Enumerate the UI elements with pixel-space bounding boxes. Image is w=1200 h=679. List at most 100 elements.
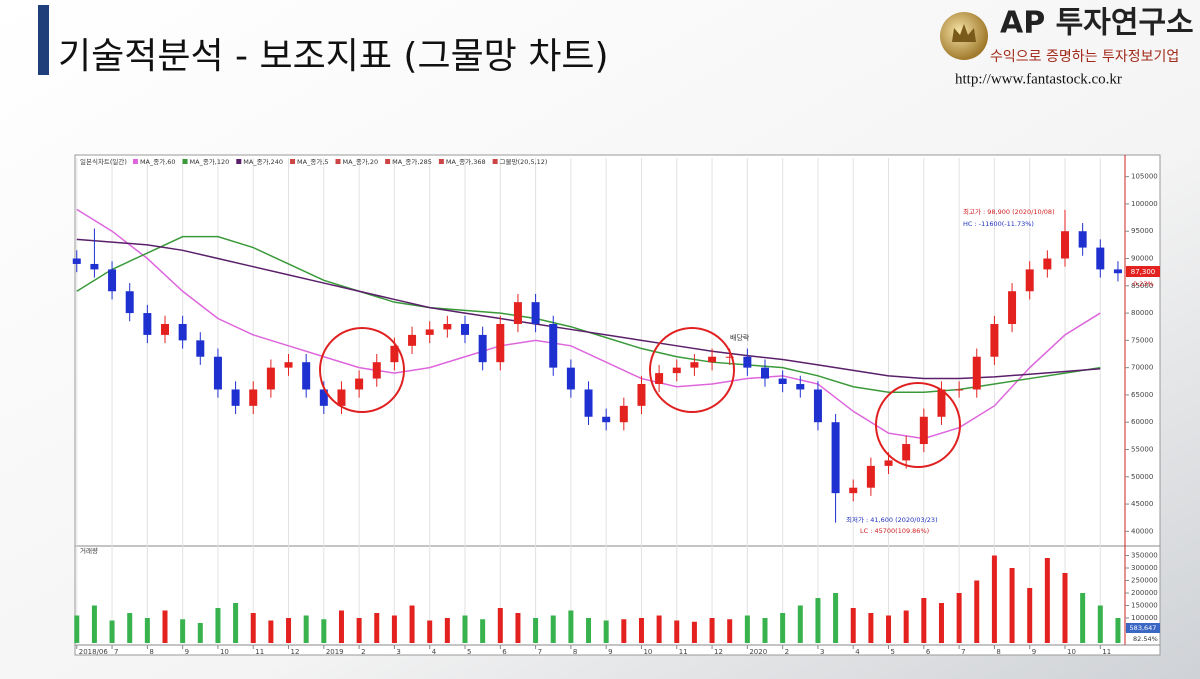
volume-bar bbox=[250, 613, 256, 643]
volume-bar bbox=[515, 613, 521, 643]
candle-body bbox=[796, 384, 805, 390]
brand: AP 투자연구소 bbox=[1000, 6, 1194, 41]
x-tick-label: 3 bbox=[396, 648, 400, 656]
volume-bar bbox=[727, 619, 733, 643]
candle-body bbox=[813, 389, 822, 423]
candle-body bbox=[231, 389, 240, 406]
volume-bar bbox=[1115, 618, 1121, 643]
y-tick-label: 55000 bbox=[1131, 446, 1153, 454]
candle-body bbox=[1025, 269, 1034, 292]
volume-bar bbox=[462, 615, 468, 643]
x-tick-label: 6 bbox=[926, 648, 931, 656]
x-tick-label: 2 bbox=[361, 648, 365, 656]
candle-body bbox=[690, 362, 699, 368]
candle-body bbox=[302, 362, 311, 390]
legend-label: MA_종가,240 bbox=[243, 157, 283, 166]
candle-body bbox=[955, 389, 964, 391]
candle-body bbox=[443, 323, 452, 330]
volume-y-tick-label: 200000 bbox=[1131, 589, 1158, 597]
volume-bar bbox=[144, 618, 150, 643]
x-tick-label: 2020 bbox=[749, 648, 767, 656]
volume-bar bbox=[868, 613, 874, 643]
volume-bar bbox=[621, 619, 627, 643]
volume-bar bbox=[1097, 605, 1103, 643]
candle-body bbox=[408, 334, 417, 346]
candle-body bbox=[372, 362, 381, 379]
y-tick-label: 65000 bbox=[1131, 391, 1153, 399]
volume-bar bbox=[903, 610, 909, 643]
y-tick-label: 80000 bbox=[1131, 309, 1153, 317]
candle-body bbox=[496, 323, 505, 363]
volume-bar bbox=[550, 615, 556, 643]
volume-bar bbox=[480, 619, 486, 643]
volume-bar bbox=[356, 618, 362, 643]
x-tick-label: 8 bbox=[573, 648, 577, 656]
candle-body bbox=[778, 378, 787, 385]
x-tick-label: 5 bbox=[467, 648, 471, 656]
candle-body bbox=[919, 416, 928, 445]
x-tick-label: 4 bbox=[855, 648, 860, 656]
candle-body bbox=[1096, 247, 1105, 270]
last-price: 87,300 bbox=[1131, 268, 1156, 276]
candle-body bbox=[849, 487, 858, 494]
x-tick-label: 7 bbox=[538, 648, 542, 656]
legend-swatch bbox=[438, 159, 444, 164]
candle-body bbox=[566, 367, 575, 390]
volume-bar bbox=[391, 615, 397, 643]
volume-bar bbox=[197, 623, 203, 643]
volume-bar bbox=[374, 613, 380, 643]
volume-bar bbox=[709, 618, 715, 643]
dividend-annotation: 배당락 bbox=[730, 333, 750, 342]
candle-body bbox=[72, 258, 81, 264]
volume-bar bbox=[303, 615, 309, 643]
volume-bar bbox=[691, 621, 697, 643]
last-volume: 583,647 bbox=[1130, 624, 1157, 632]
high-annotation: 최고가 : 98,900 (2020/10/08) bbox=[963, 207, 1055, 216]
last-price-tag bbox=[1126, 266, 1160, 277]
candle-body bbox=[761, 367, 769, 379]
volume-bar bbox=[497, 608, 503, 643]
candle-body bbox=[902, 444, 911, 461]
slogan: 수익으로 증명하는 투자정보기업 bbox=[990, 49, 1179, 65]
volume-bar bbox=[586, 618, 592, 643]
legend-label: MA_종가,20 bbox=[343, 157, 379, 166]
candle-body bbox=[672, 367, 681, 374]
volume-bar bbox=[215, 608, 221, 643]
candle-body bbox=[319, 389, 328, 406]
candle-body bbox=[1043, 258, 1052, 270]
url: http://www.fantastock.co.kr bbox=[955, 71, 1122, 87]
volume-bar bbox=[603, 620, 609, 643]
volume-bar bbox=[338, 610, 344, 643]
legend-swatch bbox=[132, 159, 138, 164]
last-volume-tag bbox=[1126, 623, 1160, 633]
x-tick-label: 2018/06 bbox=[79, 648, 109, 656]
volume-bar bbox=[1080, 593, 1086, 643]
volume-bar bbox=[762, 618, 768, 643]
volume-bar bbox=[74, 615, 80, 643]
x-tick-label: 9 bbox=[185, 648, 189, 656]
candle-body bbox=[478, 334, 487, 363]
y-tick-label: 45000 bbox=[1131, 500, 1153, 508]
volume-bar bbox=[180, 619, 186, 643]
candle-body bbox=[655, 373, 664, 385]
legend-label: MA_종가,285 bbox=[392, 157, 432, 166]
candle-body bbox=[390, 345, 399, 363]
volume-bar bbox=[991, 555, 997, 643]
legend-label: MA_종가,120 bbox=[190, 157, 230, 166]
legend-label: 그물망(20,5,12) bbox=[500, 157, 548, 166]
volume-bar bbox=[850, 608, 856, 643]
x-tick-label: 10 bbox=[220, 648, 229, 656]
title-bar bbox=[38, 5, 49, 75]
y-tick-label: 70000 bbox=[1131, 364, 1153, 372]
legend-swatch bbox=[290, 159, 296, 164]
candle-body bbox=[884, 460, 893, 466]
last-volume-ratio: 82.54% bbox=[1133, 635, 1158, 643]
x-tick-label: 11 bbox=[1102, 648, 1111, 656]
legend-label: MA_종가,60 bbox=[140, 157, 176, 166]
candle-body bbox=[125, 291, 134, 314]
volume-y-tick-label: 100000 bbox=[1131, 614, 1158, 622]
chart-label: 일본식차트(일간) bbox=[80, 157, 127, 166]
candle-body bbox=[725, 356, 734, 358]
ma-line bbox=[76, 208, 1101, 440]
